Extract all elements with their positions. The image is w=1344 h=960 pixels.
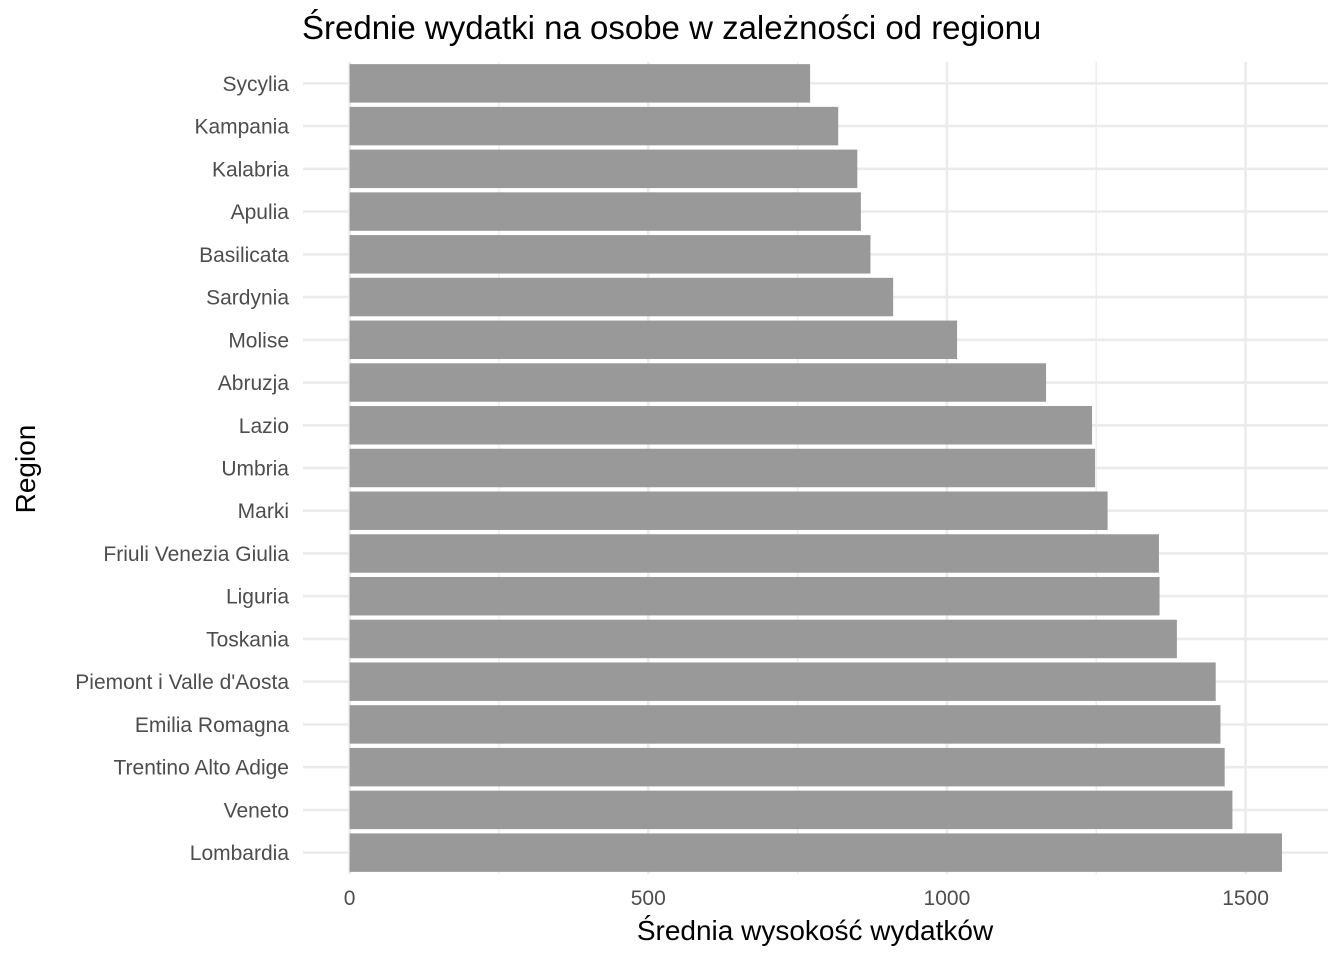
bar	[349, 406, 1093, 445]
y-tick-label: Abruzja	[218, 372, 290, 395]
x-tick-label: 1500	[1222, 887, 1269, 910]
bar	[349, 149, 858, 189]
y-tick-label: Kalabria	[212, 158, 289, 181]
chart-title: Średnie wydatki na osobe w zależności od…	[302, 8, 1041, 46]
y-tick-label: Molise	[228, 329, 289, 352]
y-tick-label: Sardynia	[206, 287, 289, 310]
y-tick-label: Toskania	[206, 628, 289, 651]
bar	[349, 491, 1108, 530]
bar	[349, 747, 1225, 787]
bar	[349, 705, 1221, 744]
y-tick-label: Sycylia	[222, 73, 289, 96]
y-tick-label: Liguria	[226, 586, 289, 609]
y-axis-title: Region	[10, 425, 41, 514]
y-tick-label: Trentino Alto Adige	[113, 757, 289, 780]
bar	[349, 790, 1233, 830]
y-tick-label: Veneto	[224, 799, 289, 822]
y-tick-label: Kampania	[194, 116, 289, 139]
y-tick-label: Lombardia	[190, 842, 290, 865]
bar	[349, 320, 958, 360]
bars	[349, 64, 1283, 872]
y-tick-label: Apulia	[231, 201, 290, 224]
bar	[349, 619, 1177, 659]
x-axis-title: Średnia wysokość wydatków	[637, 914, 994, 946]
x-tick-labels: 0 500 1000 1500	[344, 887, 1269, 910]
y-tick-label: Umbria	[221, 458, 289, 481]
x-tick-label: 0	[344, 887, 356, 910]
bar	[349, 662, 1216, 701]
y-tick-labels: Sycylia Kampania Kalabria Apulia Basilicata S…	[75, 73, 289, 865]
y-tick-label: Piemont i Valle d'Aosta	[75, 671, 289, 694]
bar	[349, 534, 1159, 573]
bar	[349, 363, 1047, 402]
y-tick-label: Friuli Venezia Giulia	[103, 543, 289, 566]
x-tick-label: 500	[631, 887, 666, 910]
y-tick-label: Lazio	[239, 415, 289, 438]
x-tick-label: 1000	[924, 887, 971, 910]
bar	[349, 235, 871, 274]
y-tick-label: Emilia Romagna	[135, 714, 289, 737]
bar	[349, 106, 839, 146]
bar	[349, 277, 894, 317]
y-tick-label: Basilicata	[199, 244, 289, 267]
bar	[349, 576, 1160, 616]
bar	[349, 833, 1283, 872]
bar	[349, 192, 861, 231]
bar	[349, 64, 811, 103]
y-tick-label: Marki	[238, 500, 289, 523]
bar	[349, 448, 1096, 488]
